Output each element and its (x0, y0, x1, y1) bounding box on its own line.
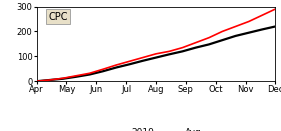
Text: CPC: CPC (49, 12, 68, 22)
Legend: 2019, Avg.: 2019, Avg. (104, 125, 208, 131)
